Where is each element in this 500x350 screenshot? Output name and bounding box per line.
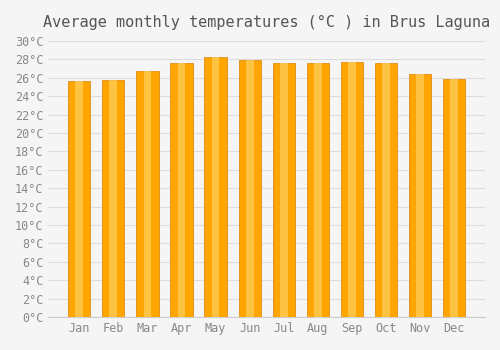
Bar <box>204 57 227 317</box>
Bar <box>409 74 431 317</box>
Bar <box>136 71 158 317</box>
Bar <box>341 62 363 317</box>
Bar <box>272 63 295 317</box>
Bar <box>102 79 124 317</box>
Bar <box>110 79 117 317</box>
Bar <box>306 63 329 317</box>
Bar <box>212 57 220 317</box>
Title: Average monthly temperatures (°C ) in Brus Laguna: Average monthly temperatures (°C ) in Br… <box>43 15 490 30</box>
Bar <box>375 63 397 317</box>
Bar <box>76 82 83 317</box>
Bar <box>450 79 458 317</box>
Bar <box>280 63 287 317</box>
Bar <box>238 60 260 317</box>
Bar <box>348 62 356 317</box>
Bar <box>416 74 424 317</box>
Bar <box>382 63 390 317</box>
Bar <box>246 60 254 317</box>
Bar <box>178 63 186 317</box>
Bar <box>314 63 322 317</box>
Bar <box>170 63 192 317</box>
Bar <box>443 79 465 317</box>
Bar <box>144 71 152 317</box>
Bar <box>68 82 90 317</box>
